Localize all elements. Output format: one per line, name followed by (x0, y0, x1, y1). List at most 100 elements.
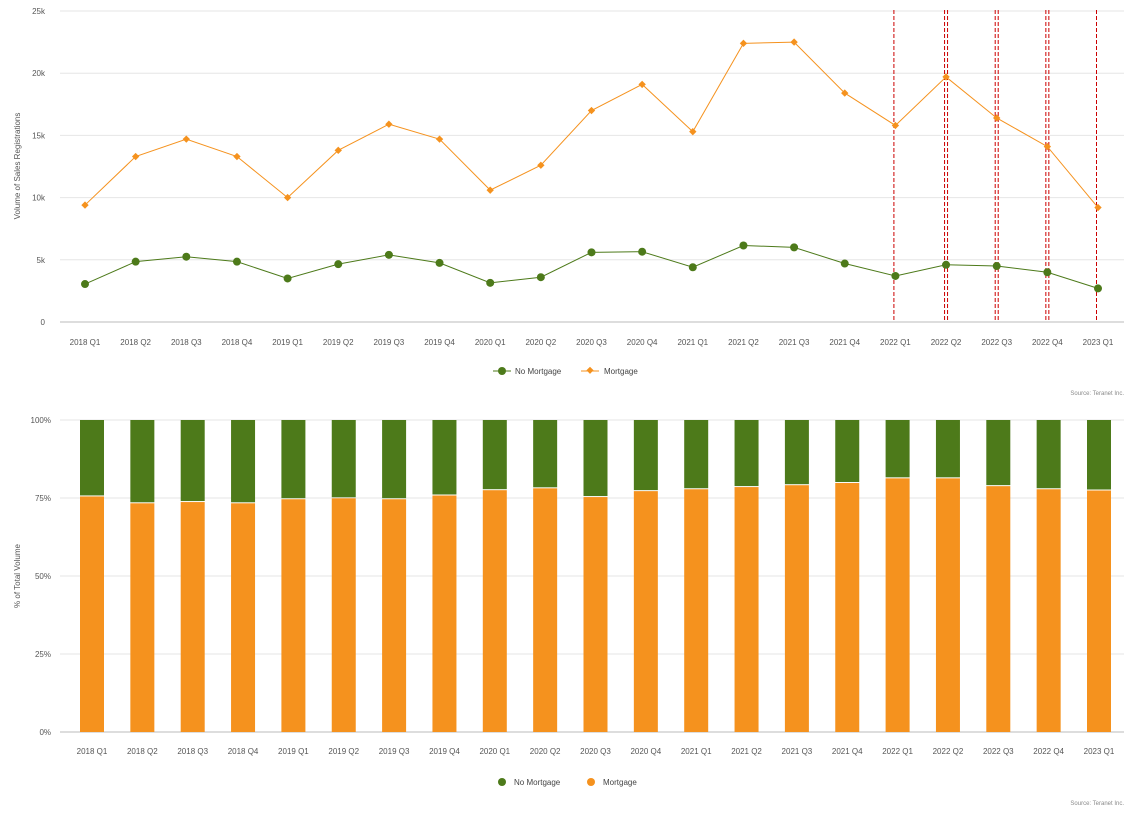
bar-segment-mortgage (382, 499, 407, 732)
bar-segment-no-mortgage (935, 420, 960, 478)
y-tick-label: 20k (32, 69, 46, 78)
line-chart-legend: No Mortgage Mortgage (493, 366, 638, 376)
x-tick-label: 2020 Q2 (530, 747, 561, 756)
reference-lines (893, 10, 1097, 322)
x-tick-label: 2019 Q4 (424, 338, 455, 347)
line-chart-y-axis-title: Volume of Sales Registrations (13, 113, 22, 220)
data-point-no-mortgage (536, 273, 545, 282)
bar-segment-no-mortgage (633, 420, 658, 491)
series-line-mortgage (84, 41, 1099, 208)
x-tick-label: 2021 Q3 (779, 338, 810, 347)
y-tick-label: 5k (37, 256, 46, 265)
x-tick-label: 2018 Q1 (77, 747, 108, 756)
data-point-no-mortgage (1094, 284, 1102, 293)
source-note: Source: Teranet Inc. (1070, 391, 1124, 397)
x-tick-label: 2018 Q4 (228, 747, 259, 756)
legend-item-no-mortgage[interactable]: No Mortgage (493, 367, 562, 376)
bar-segment-mortgage (986, 486, 1011, 732)
data-point-no-mortgage (131, 257, 140, 266)
line-chart-gridlines (60, 10, 1124, 323)
data-point-mortgage (486, 186, 494, 194)
x-tick-label: 2021 Q2 (731, 747, 762, 756)
x-tick-label: 2020 Q2 (525, 338, 556, 347)
bar-segment-mortgage (533, 488, 558, 732)
legend-label-no-mortgage: No Mortgage (515, 367, 562, 376)
data-point-no-mortgage (81, 280, 89, 289)
bar-segment-no-mortgage (382, 420, 407, 499)
bar-segment-no-mortgage (835, 420, 860, 483)
line-chart: 0 5k 10k 15k 20k 25k Volume of Sales Registra… (13, 7, 1124, 397)
data-point-mortgage (739, 39, 748, 48)
bar-segment-no-mortgage (80, 420, 104, 496)
stacked-bar-chart: 0% 25% 50% 75% 100% % of Total Volume 2018 Q… (13, 416, 1124, 807)
bar-segment-mortgage (885, 478, 910, 732)
data-point-no-mortgage (334, 260, 343, 269)
x-tick-label: 2021 Q1 (677, 338, 708, 347)
bar-segment-mortgage (231, 503, 256, 732)
x-tick-label: 2018 Q3 (177, 747, 208, 756)
bar-segment-mortgage (935, 478, 960, 732)
legend-label-mortgage: Mortgage (604, 367, 638, 376)
x-tick-label: 2018 Q2 (127, 747, 158, 756)
line-chart-y-ticks: 0 5k 10k 15k 20k 25k (32, 7, 46, 327)
x-tick-label: 2018 Q1 (70, 338, 101, 347)
legend-label-mortgage: Mortgage (603, 778, 637, 787)
bar-segment-no-mortgage (684, 420, 709, 489)
data-point-no-mortgage (891, 271, 900, 280)
data-point-no-mortgage (790, 243, 799, 252)
bar-segment-no-mortgage (331, 420, 356, 498)
bar-segment-mortgage (80, 496, 104, 732)
bar-segment-mortgage (633, 491, 658, 732)
x-tick-label: 2022 Q4 (1032, 338, 1063, 347)
data-point-no-mortgage (283, 274, 292, 283)
x-tick-label: 2019 Q4 (429, 747, 460, 756)
bar-chart-bars (80, 420, 1111, 732)
legend-label-no-mortgage: No Mortgage (514, 778, 561, 787)
line-chart-series (81, 38, 1102, 293)
legend-item-mortgage[interactable]: Mortgage (587, 778, 637, 787)
x-tick-label: 2022 Q2 (933, 747, 964, 756)
x-tick-label: 2020 Q4 (627, 338, 658, 347)
y-tick-label: 0 (41, 318, 46, 327)
data-point-mortgage (891, 121, 900, 130)
x-tick-label: 2022 Q4 (1033, 747, 1064, 756)
y-tick-label: 25% (35, 650, 51, 659)
bar-segment-no-mortgage (231, 420, 256, 503)
y-tick-label: 10k (32, 194, 46, 203)
x-tick-label: 2022 Q3 (981, 338, 1012, 347)
data-point-no-mortgage (992, 262, 1001, 271)
bar-segment-mortgage (432, 495, 457, 732)
x-tick-label: 2020 Q3 (576, 338, 607, 347)
bar-segment-no-mortgage (1087, 420, 1111, 490)
line-chart-x-ticks: 2018 Q1 2018 Q2 2018 Q3 2018 Q4 2019 Q1 2019 … (70, 338, 1114, 347)
x-tick-label: 2023 Q1 (1084, 747, 1115, 756)
x-tick-label: 2019 Q1 (272, 338, 303, 347)
bar-segment-mortgage (734, 487, 759, 732)
x-tick-label: 2021 Q3 (782, 747, 813, 756)
legend-item-mortgage[interactable]: Mortgage (581, 366, 638, 376)
bar-segment-mortgage (835, 483, 860, 732)
bar-segment-no-mortgage (432, 420, 457, 495)
x-tick-label: 2020 Q1 (479, 747, 510, 756)
bar-segment-mortgage (331, 498, 356, 732)
bar-segment-mortgage (130, 503, 155, 732)
bar-segment-no-mortgage (784, 420, 809, 485)
data-point-no-mortgage (688, 263, 697, 272)
bar-segment-no-mortgage (1036, 420, 1061, 489)
x-tick-label: 2022 Q3 (983, 747, 1014, 756)
data-point-no-mortgage (232, 257, 241, 266)
y-tick-label: 25k (32, 7, 46, 16)
bar-chart-legend: No Mortgage Mortgage (498, 778, 637, 787)
x-tick-label: 2019 Q2 (328, 747, 359, 756)
bar-segment-no-mortgage (885, 420, 910, 478)
legend-marker-no-mortgage (498, 778, 506, 786)
data-point-no-mortgage (486, 278, 495, 287)
bar-segment-no-mortgage (986, 420, 1011, 486)
y-tick-label: 0% (39, 728, 51, 737)
data-point-no-mortgage (739, 241, 748, 250)
legend-item-no-mortgage[interactable]: No Mortgage (498, 778, 561, 787)
data-point-mortgage (334, 146, 342, 155)
source-note: Source: Teranet Inc. (1070, 801, 1124, 807)
bar-segment-no-mortgage (130, 420, 155, 503)
